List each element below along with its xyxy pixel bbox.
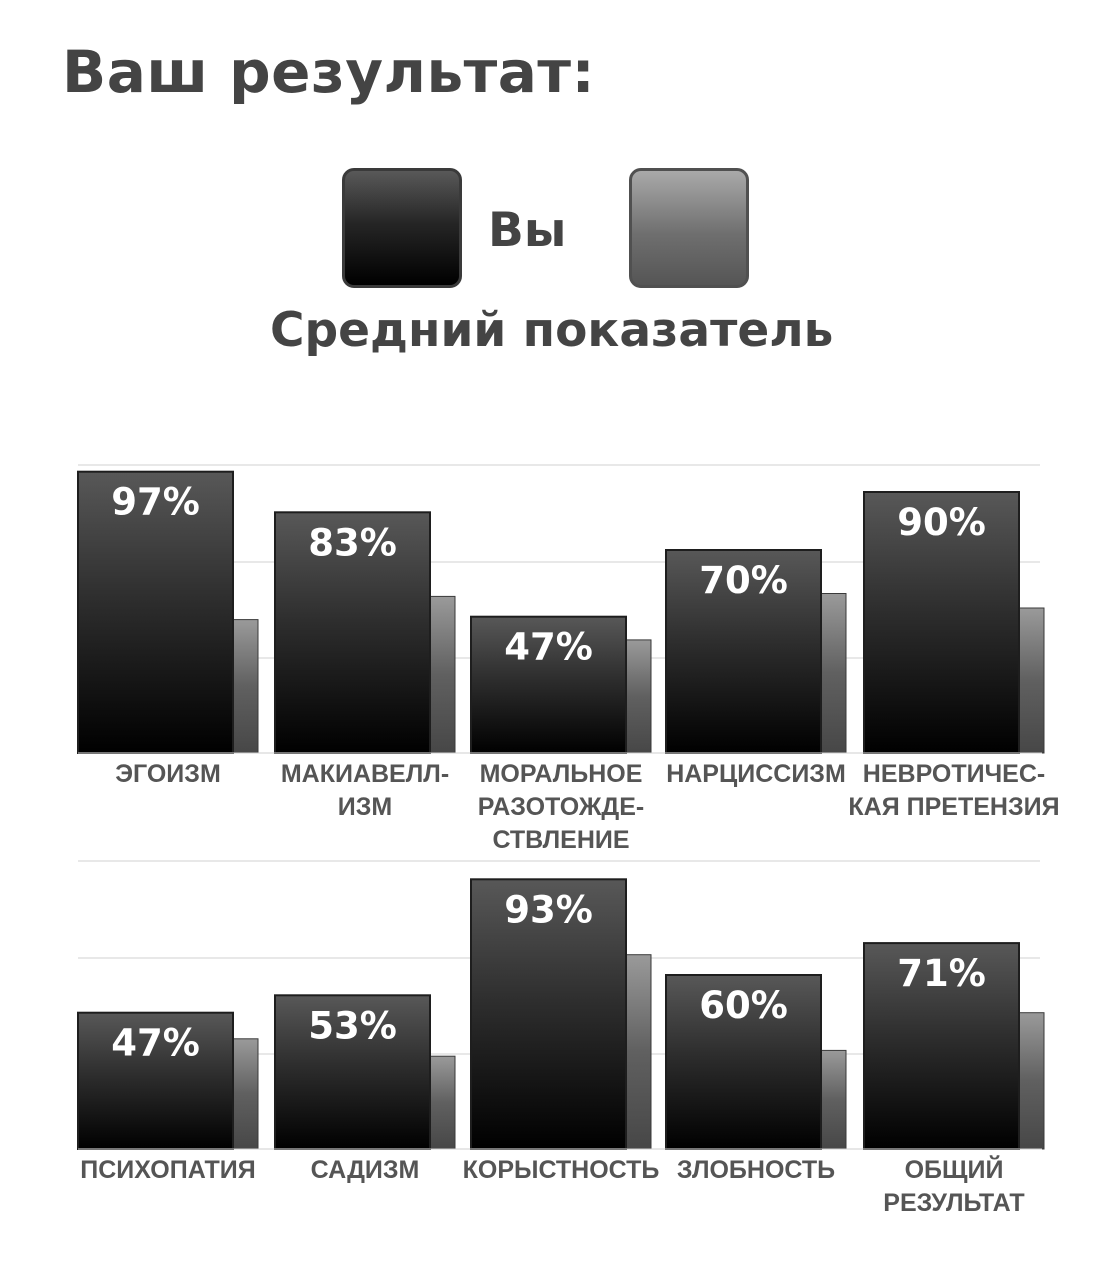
bar-you — [274, 994, 431, 1150]
category-label: ПСИХОПАТИЯ — [80, 1156, 255, 1184]
bar-value-label: 47% — [111, 1022, 200, 1065]
category-label: ИЗМ — [338, 793, 392, 821]
bar-average — [625, 954, 652, 1150]
category-label: ЗЛОБНОСТЬ — [677, 1156, 835, 1184]
bar-average — [1018, 607, 1045, 754]
bar-average — [232, 619, 259, 754]
bar-average — [232, 1038, 259, 1150]
bar-value-label: 71% — [897, 952, 986, 995]
bar-average — [429, 1055, 456, 1150]
bar-you — [274, 511, 431, 754]
category-label: РЕЗУЛЬТАТ — [883, 1189, 1024, 1217]
category-label: МАКИАВЕЛЛ- — [281, 760, 449, 788]
bar-you — [77, 470, 234, 754]
bar-value-label: 97% — [111, 481, 200, 524]
bar-average — [429, 595, 456, 754]
bar-value-label: 70% — [699, 559, 788, 602]
legend-label-you: Вы — [488, 203, 567, 258]
bar-value-label: 83% — [308, 521, 397, 564]
bar-value-label: 90% — [897, 501, 986, 544]
category-label: КАЯ ПРЕТЕНЗИЯ — [848, 793, 1059, 821]
bar-average — [625, 639, 652, 754]
bar-you — [863, 942, 1020, 1150]
category-label: МОРАЛЬНОЕ — [480, 760, 643, 788]
legend-label-average: Средний показатель — [270, 303, 834, 358]
bar-you — [863, 491, 1020, 754]
bar-average — [820, 1049, 847, 1150]
bar-value-label: 53% — [308, 1004, 397, 1047]
bar-value-label: 60% — [699, 984, 788, 1027]
category-label: НЕВРОТИЧЕС- — [863, 760, 1045, 788]
bar-you — [470, 878, 627, 1150]
legend-swatch-you — [342, 168, 462, 288]
legend-swatch-average — [629, 168, 749, 288]
category-label: КОРЫСТНОСТЬ — [463, 1156, 660, 1184]
bar-value-label: 93% — [504, 888, 593, 931]
page-title: Ваш результат: — [62, 38, 596, 106]
category-label: ЭГОИЗМ — [115, 760, 221, 788]
bar-you — [665, 974, 822, 1150]
bar-value-label: 47% — [504, 626, 593, 669]
bar-average — [820, 593, 847, 754]
category-label: ОБЩИЙ — [905, 1154, 1004, 1184]
category-label: СТВЛЕНИЕ — [492, 826, 629, 854]
category-label: НАРЦИССИЗМ — [666, 760, 846, 788]
bar-average — [1018, 1012, 1045, 1150]
category-label: РАЗОТОЖДЕ- — [478, 793, 644, 821]
category-label: САДИЗМ — [311, 1156, 420, 1184]
